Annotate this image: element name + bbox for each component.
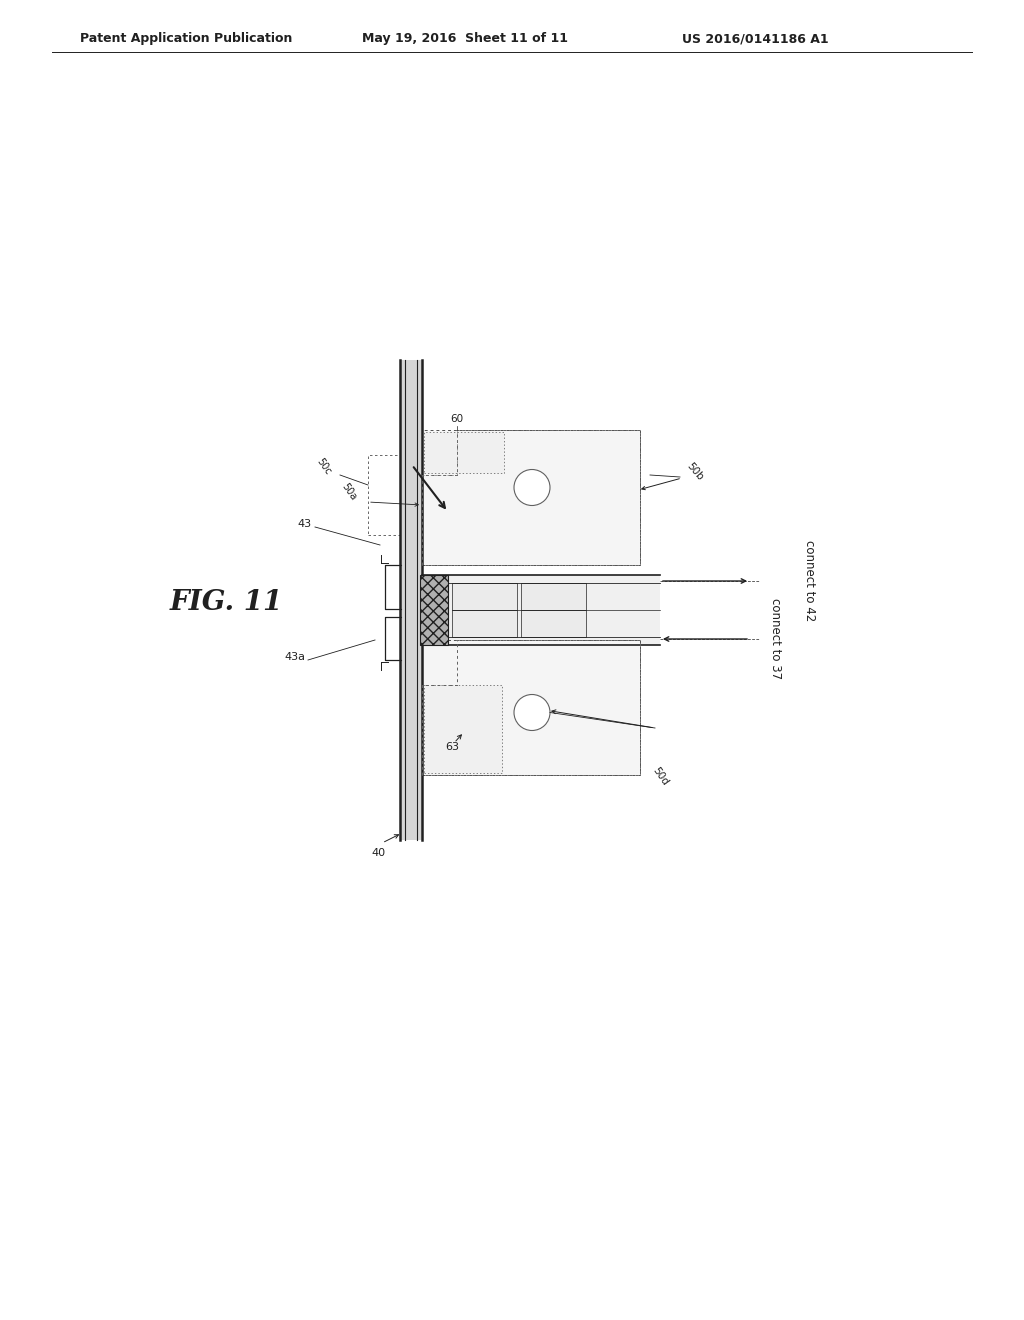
Text: 60: 60: [451, 414, 464, 424]
Text: Patent Application Publication: Patent Application Publication: [80, 32, 293, 45]
Text: 50d: 50d: [650, 766, 670, 787]
Text: May 19, 2016  Sheet 11 of 11: May 19, 2016 Sheet 11 of 11: [362, 32, 568, 45]
Text: connect to 42: connect to 42: [804, 540, 816, 622]
Bar: [424, 432, 504, 473]
Bar: [420, 576, 449, 645]
Text: 50a: 50a: [339, 482, 358, 502]
Bar: [422, 430, 640, 565]
Text: connect to 37: connect to 37: [768, 598, 781, 680]
Bar: [400, 360, 422, 840]
Circle shape: [514, 694, 550, 730]
Bar: [424, 685, 502, 774]
Text: 43a: 43a: [285, 652, 305, 663]
Bar: [422, 576, 660, 645]
Text: 43: 43: [298, 519, 312, 529]
Text: 63: 63: [445, 742, 459, 752]
Text: US 2016/0141186 A1: US 2016/0141186 A1: [682, 32, 828, 45]
Bar: [422, 640, 640, 775]
Bar: [452, 610, 517, 638]
Bar: [452, 583, 517, 610]
Bar: [521, 583, 586, 610]
Text: 40: 40: [371, 847, 385, 858]
Bar: [521, 610, 586, 638]
Text: 50c: 50c: [314, 457, 333, 477]
Bar: [368, 455, 400, 535]
Text: FIG. 11: FIG. 11: [170, 589, 284, 615]
Text: 50b: 50b: [685, 461, 706, 482]
Circle shape: [514, 470, 550, 506]
